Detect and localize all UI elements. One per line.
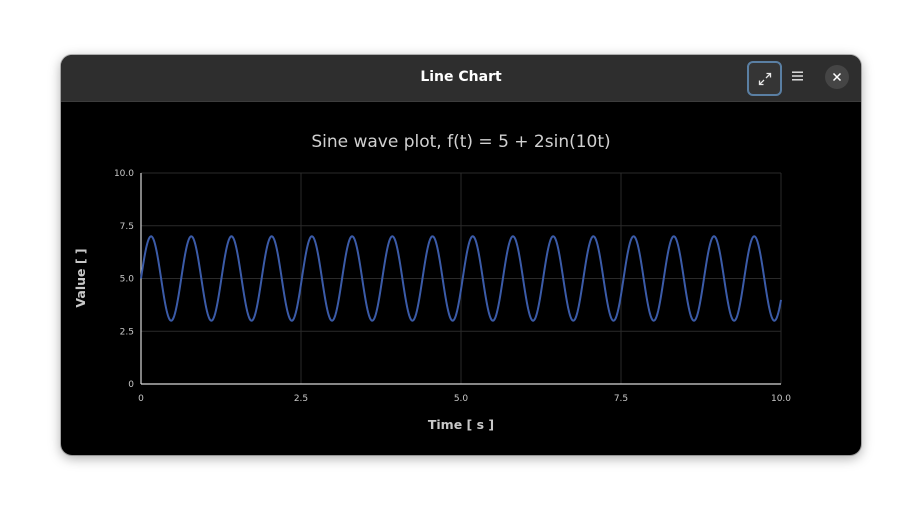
close-icon xyxy=(832,72,842,82)
chart-grid xyxy=(140,172,782,385)
x-tick-label: 0 xyxy=(138,394,144,404)
menu-button[interactable] xyxy=(785,63,811,89)
x-axis-label: Time [ s ] xyxy=(428,417,494,432)
y-tick-label: 10.0 xyxy=(114,169,134,179)
y-tick-label: 7.5 xyxy=(120,222,134,232)
close-button[interactable] xyxy=(825,65,849,89)
y-tick-label: 0 xyxy=(128,380,134,390)
y-tick-label: 5.0 xyxy=(120,275,135,285)
maximize-button[interactable] xyxy=(747,61,782,96)
x-tick-label: 7.5 xyxy=(614,394,628,404)
chart-ticks: 0 2.5 5.0 7.5 10.0 0 2.5 5.0 7.5 10.0 xyxy=(114,169,791,404)
y-axis-label: Value [ ] xyxy=(73,248,88,307)
app-window: Line Chart xyxy=(61,55,861,455)
y-tick-label: 2.5 xyxy=(120,327,134,337)
title-bar[interactable]: Line Chart xyxy=(61,55,861,102)
x-tick-label: 2.5 xyxy=(294,394,308,404)
window-title: Line Chart xyxy=(420,69,502,85)
x-tick-label: 5.0 xyxy=(454,394,469,404)
chart-series xyxy=(140,235,782,322)
chart-title: Sine wave plot, f(t) = 5 + 2sin(10t) xyxy=(311,132,610,152)
hamburger-menu-icon xyxy=(791,70,805,82)
line-chart: Sine wave plot, f(t) = 5 + 2sin(10t) 0 2.… xyxy=(73,132,791,432)
x-tick-label: 10.0 xyxy=(771,394,791,404)
series-line xyxy=(140,235,782,322)
chart-area: Sine wave plot, f(t) = 5 + 2sin(10t) 0 2.… xyxy=(61,102,861,455)
maximize-icon xyxy=(757,71,773,87)
